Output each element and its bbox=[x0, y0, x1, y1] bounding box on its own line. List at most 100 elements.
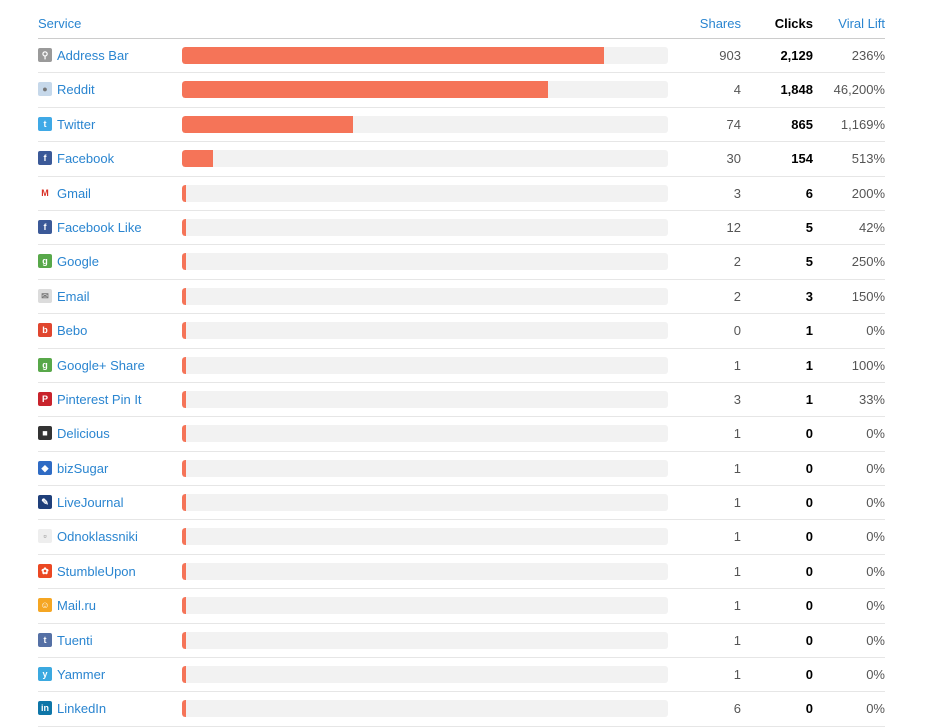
table-body: ⚲ Address Bar 903 2,129 236% ● Reddit 4 1,848 46,… bbox=[38, 39, 885, 727]
clicks-value: 865 bbox=[791, 116, 813, 132]
viral-lift-value: 0% bbox=[866, 667, 885, 683]
clicks-bar-track bbox=[182, 287, 668, 305]
clicks-bar bbox=[182, 562, 186, 580]
clicks-column-header[interactable]: Clicks bbox=[774, 16, 813, 31]
clicks-bar bbox=[182, 150, 213, 168]
clicks-bar-track bbox=[182, 425, 668, 443]
viral-lift-value: 0% bbox=[866, 529, 885, 545]
viral-lift-column-header[interactable]: Viral Lift bbox=[838, 16, 885, 31]
clicks-value: 2,129 bbox=[780, 48, 813, 63]
clicks-value: 0 bbox=[805, 426, 813, 442]
table-row: ✿ StumbleUpon 1 0 0% bbox=[38, 555, 885, 590]
service-link[interactable]: Bebo bbox=[57, 323, 88, 339]
tuenti-icon: t bbox=[38, 632, 52, 647]
service-link[interactable]: Google+ Share bbox=[57, 357, 145, 373]
google-icon: g bbox=[38, 357, 52, 372]
clicks-bar bbox=[182, 322, 186, 340]
broken-image-icon: ▫ bbox=[38, 529, 52, 544]
shares-value: 1 bbox=[733, 632, 741, 648]
shares-column-header[interactable]: Shares bbox=[699, 16, 741, 31]
clicks-bar bbox=[182, 81, 548, 99]
service-link[interactable]: Pinterest Pin It bbox=[57, 391, 142, 407]
clicks-bar-track bbox=[182, 666, 668, 684]
viral-lift-value: 33% bbox=[858, 391, 885, 407]
google-icon: g bbox=[38, 254, 52, 269]
table-row: ✉ Email 2 3 150% bbox=[38, 280, 885, 315]
table-row: M Gmail 3 6 200% bbox=[38, 177, 885, 211]
clicks-value: 1 bbox=[805, 323, 813, 339]
table-row: P Pinterest Pin It 3 1 33% bbox=[38, 383, 885, 418]
shares-value: 1 bbox=[733, 598, 741, 614]
service-link[interactable]: Facebook Like bbox=[57, 219, 142, 235]
clicks-bar-track bbox=[182, 81, 668, 99]
gmail-icon: M bbox=[38, 185, 52, 200]
viral-lift-value: 1,169% bbox=[840, 116, 885, 132]
table-row: ⚲ Address Bar 903 2,129 236% bbox=[38, 39, 885, 74]
bebo-icon: b bbox=[38, 323, 52, 338]
email-icon: ✉ bbox=[38, 288, 52, 303]
linkedin-icon: in bbox=[38, 701, 52, 716]
clicks-bar-track bbox=[182, 459, 668, 477]
shares-value: 1 bbox=[733, 495, 741, 511]
service-link[interactable]: LinkedIn bbox=[57, 701, 107, 717]
clicks-bar bbox=[182, 390, 186, 408]
clicks-value: 0 bbox=[805, 529, 813, 545]
service-link[interactable]: Yammer bbox=[57, 667, 106, 683]
bizsugar-icon: ◆ bbox=[38, 460, 52, 475]
yammer-icon: y bbox=[38, 667, 52, 682]
clicks-bar-track bbox=[182, 253, 668, 271]
viral-lift-value: 0% bbox=[866, 426, 885, 442]
shares-value: 6 bbox=[733, 701, 741, 717]
service-link[interactable]: Twitter bbox=[57, 116, 96, 132]
service-link[interactable]: Address Bar bbox=[57, 48, 129, 63]
shares-value: 1 bbox=[733, 529, 741, 545]
shares-value: 2 bbox=[733, 254, 741, 270]
facebook-icon: f bbox=[38, 151, 52, 166]
service-link[interactable]: Reddit bbox=[57, 82, 95, 98]
delicious-icon: ■ bbox=[38, 426, 52, 441]
service-link[interactable]: Mail.ru bbox=[57, 598, 97, 614]
link-icon: ⚲ bbox=[38, 48, 52, 62]
shares-value: 2 bbox=[733, 288, 741, 304]
reddit-icon: ● bbox=[38, 82, 52, 97]
service-link[interactable]: StumbleUpon bbox=[57, 563, 136, 579]
livejournal-icon: ✎ bbox=[38, 495, 52, 510]
table-row: ✎ LiveJournal 1 0 0% bbox=[38, 486, 885, 521]
clicks-bar-track bbox=[182, 562, 668, 580]
services-table: Service Shares Clicks Viral Lift ⚲ Addres… bbox=[38, 0, 885, 727]
service-link[interactable]: Gmail bbox=[57, 185, 91, 201]
service-link[interactable]: Tuenti bbox=[57, 632, 93, 648]
shares-value: 3 bbox=[733, 185, 741, 201]
service-link[interactable]: LiveJournal bbox=[57, 495, 124, 511]
service-link[interactable]: Facebook bbox=[57, 151, 115, 167]
clicks-bar-track bbox=[182, 184, 668, 202]
stumbleupon-icon: ✿ bbox=[38, 563, 52, 578]
viral-lift-value: 0% bbox=[866, 598, 885, 614]
table-row: ■ Delicious 1 0 0% bbox=[38, 417, 885, 452]
clicks-value: 0 bbox=[805, 632, 813, 648]
shares-value: 3 bbox=[733, 391, 741, 407]
viral-lift-value: 46,200% bbox=[833, 82, 885, 98]
clicks-bar-track bbox=[182, 322, 668, 340]
clicks-bar-track bbox=[182, 597, 668, 615]
clicks-value: 0 bbox=[805, 495, 813, 511]
clicks-value: 0 bbox=[805, 598, 813, 614]
clicks-bar bbox=[182, 528, 186, 546]
viral-lift-value: 513% bbox=[851, 151, 885, 167]
service-link[interactable]: bizSugar bbox=[57, 460, 109, 476]
service-link[interactable]: Delicious bbox=[57, 426, 110, 442]
shares-value: 74 bbox=[726, 116, 741, 132]
service-link[interactable]: Odnoklassniki bbox=[57, 529, 138, 545]
viral-lift-value: 0% bbox=[866, 495, 885, 511]
clicks-bar bbox=[182, 287, 186, 305]
clicks-value: 0 bbox=[805, 460, 813, 476]
service-link[interactable]: Email bbox=[57, 288, 90, 304]
service-column-header[interactable]: Service bbox=[38, 16, 82, 31]
viral-lift-value: 0% bbox=[866, 563, 885, 579]
shares-value: 1 bbox=[733, 563, 741, 579]
twitter-icon: t bbox=[38, 116, 52, 131]
table-row: g Google 2 5 250% bbox=[38, 245, 885, 280]
viral-lift-value: 250% bbox=[851, 254, 885, 270]
table-row: in LinkedIn 6 0 0% bbox=[38, 692, 885, 727]
service-link[interactable]: Google bbox=[57, 254, 99, 270]
